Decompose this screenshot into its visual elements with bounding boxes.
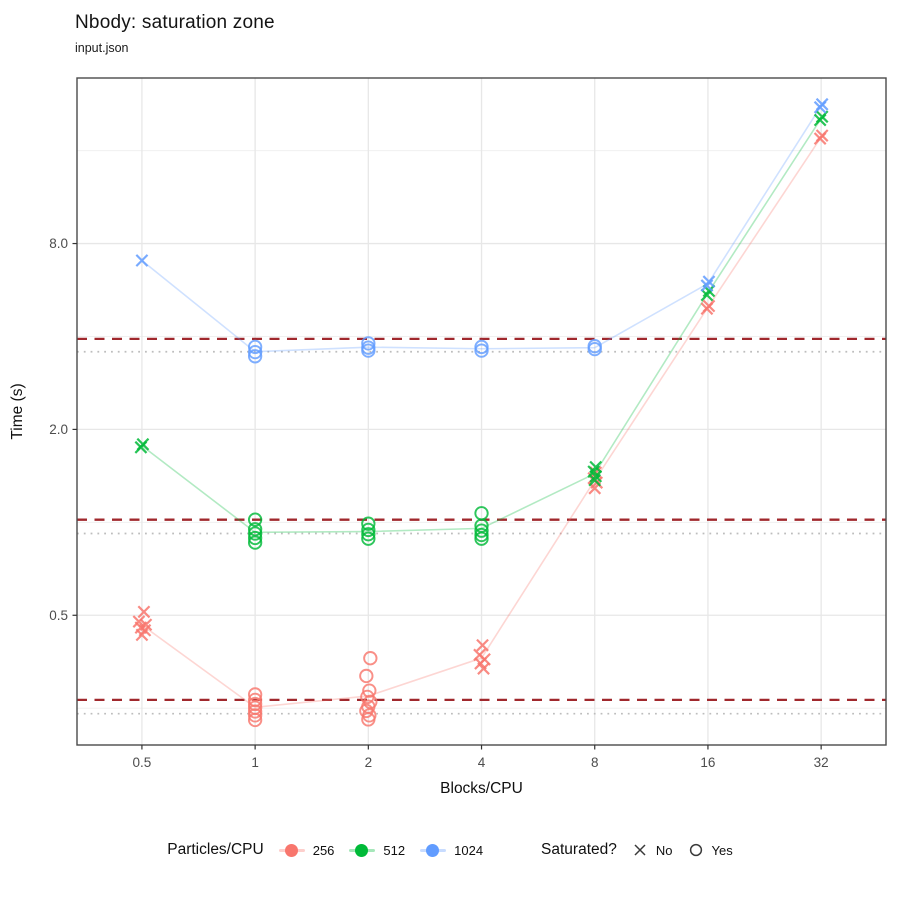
shape-legend-title: Saturated? <box>541 841 617 858</box>
plot-legend: Particles/CPU 256 512 1024 <box>0 841 900 859</box>
legend-item-1024-label: 1024 <box>454 842 484 858</box>
chart-title: Nbody: saturation zone <box>75 12 275 33</box>
data-point-circle <box>247 704 263 719</box>
data-point-circle <box>362 683 377 698</box>
legend-item-512: 512 <box>349 842 405 858</box>
x-tick-label: 0.5 <box>133 755 152 770</box>
y-tick-label: 2.0 <box>49 422 68 437</box>
data-point-circle <box>247 526 263 541</box>
x-tick-label: 8 <box>591 755 599 770</box>
data-point-circle <box>587 341 602 357</box>
data-point-x <box>137 605 151 619</box>
legend-item-no-label: No <box>655 842 673 858</box>
data-point-circle <box>247 712 263 728</box>
legend-item-yes-label: Yes <box>711 842 733 858</box>
data-point-x <box>476 638 489 652</box>
legend-item-yes: Yes <box>688 842 733 858</box>
shape-legend: Saturated? No Yes <box>541 841 733 859</box>
data-point-circle <box>474 531 489 546</box>
data-point-circle <box>474 343 489 358</box>
data-point-circle <box>247 349 263 364</box>
legend-item-1024: 1024 <box>420 842 483 858</box>
data-point-circle <box>474 339 489 355</box>
color-legend-title: Particles/CPU <box>167 841 264 858</box>
x-tick-label: 16 <box>700 755 715 770</box>
color-key-512-icon <box>349 842 376 858</box>
data-point-circle <box>359 668 374 684</box>
legend-item-no: No <box>632 842 673 858</box>
x-tick-label: 4 <box>478 755 486 770</box>
data-point-circle <box>474 527 489 543</box>
data-point-x <box>700 302 714 316</box>
data-point-circle <box>361 527 376 542</box>
chart-canvas: 0.5 1 2 4 8 16 32 0.5 2.0 8.0 Blocks/CPU Time (s) <box>9 77 887 797</box>
y-axis-title: Time (s) <box>9 383 26 439</box>
y-tick-label: 8.0 <box>49 236 68 251</box>
data-point-x <box>813 132 827 145</box>
color-key-256-icon <box>278 842 305 858</box>
data-point-x <box>134 440 148 454</box>
chart-subtitle: input.json <box>75 41 129 55</box>
data-point-x <box>813 100 827 114</box>
data-point-circle <box>247 708 263 723</box>
data-point-x <box>588 473 602 487</box>
x-cross-icon <box>634 844 646 856</box>
x-tick-label: 32 <box>814 755 829 770</box>
data-point-x <box>700 279 714 292</box>
data-point-circle <box>361 522 376 538</box>
data-point-x <box>135 254 149 267</box>
data-point-circle <box>247 512 263 527</box>
x-tick-label: 2 <box>365 755 373 770</box>
legend-item-256-label: 256 <box>312 842 335 858</box>
data-point-circle <box>247 535 263 550</box>
color-legend: Particles/CPU 256 512 1024 <box>167 841 483 859</box>
data-point-circle <box>247 530 263 546</box>
data-point-circle <box>247 344 263 360</box>
data-point-x <box>135 628 149 642</box>
data-point-circle <box>361 531 376 546</box>
data-point-circle <box>247 696 263 712</box>
color-key-1024-icon <box>420 842 447 858</box>
legend-item-256: 256 <box>278 842 335 858</box>
y-tick-label: 0.5 <box>49 608 68 623</box>
x-axis-title: Blocks/CPU <box>440 780 523 797</box>
data-point-x <box>477 662 490 675</box>
data-point-circle <box>361 336 376 351</box>
data-point-circle <box>363 651 378 666</box>
data-point-x <box>702 275 716 289</box>
data-point-x <box>813 113 827 127</box>
data-point-circle <box>361 712 376 727</box>
data-point-circle <box>247 339 263 355</box>
data-point-circle <box>361 516 376 531</box>
open-circle-icon <box>689 843 702 857</box>
data-point-x <box>700 288 714 302</box>
data-point-x <box>589 469 603 483</box>
legend-item-512-label: 512 <box>383 842 406 858</box>
x-tick-label: 1 <box>251 755 259 770</box>
data-point-circle <box>474 523 489 538</box>
data-point-circle <box>361 343 376 358</box>
